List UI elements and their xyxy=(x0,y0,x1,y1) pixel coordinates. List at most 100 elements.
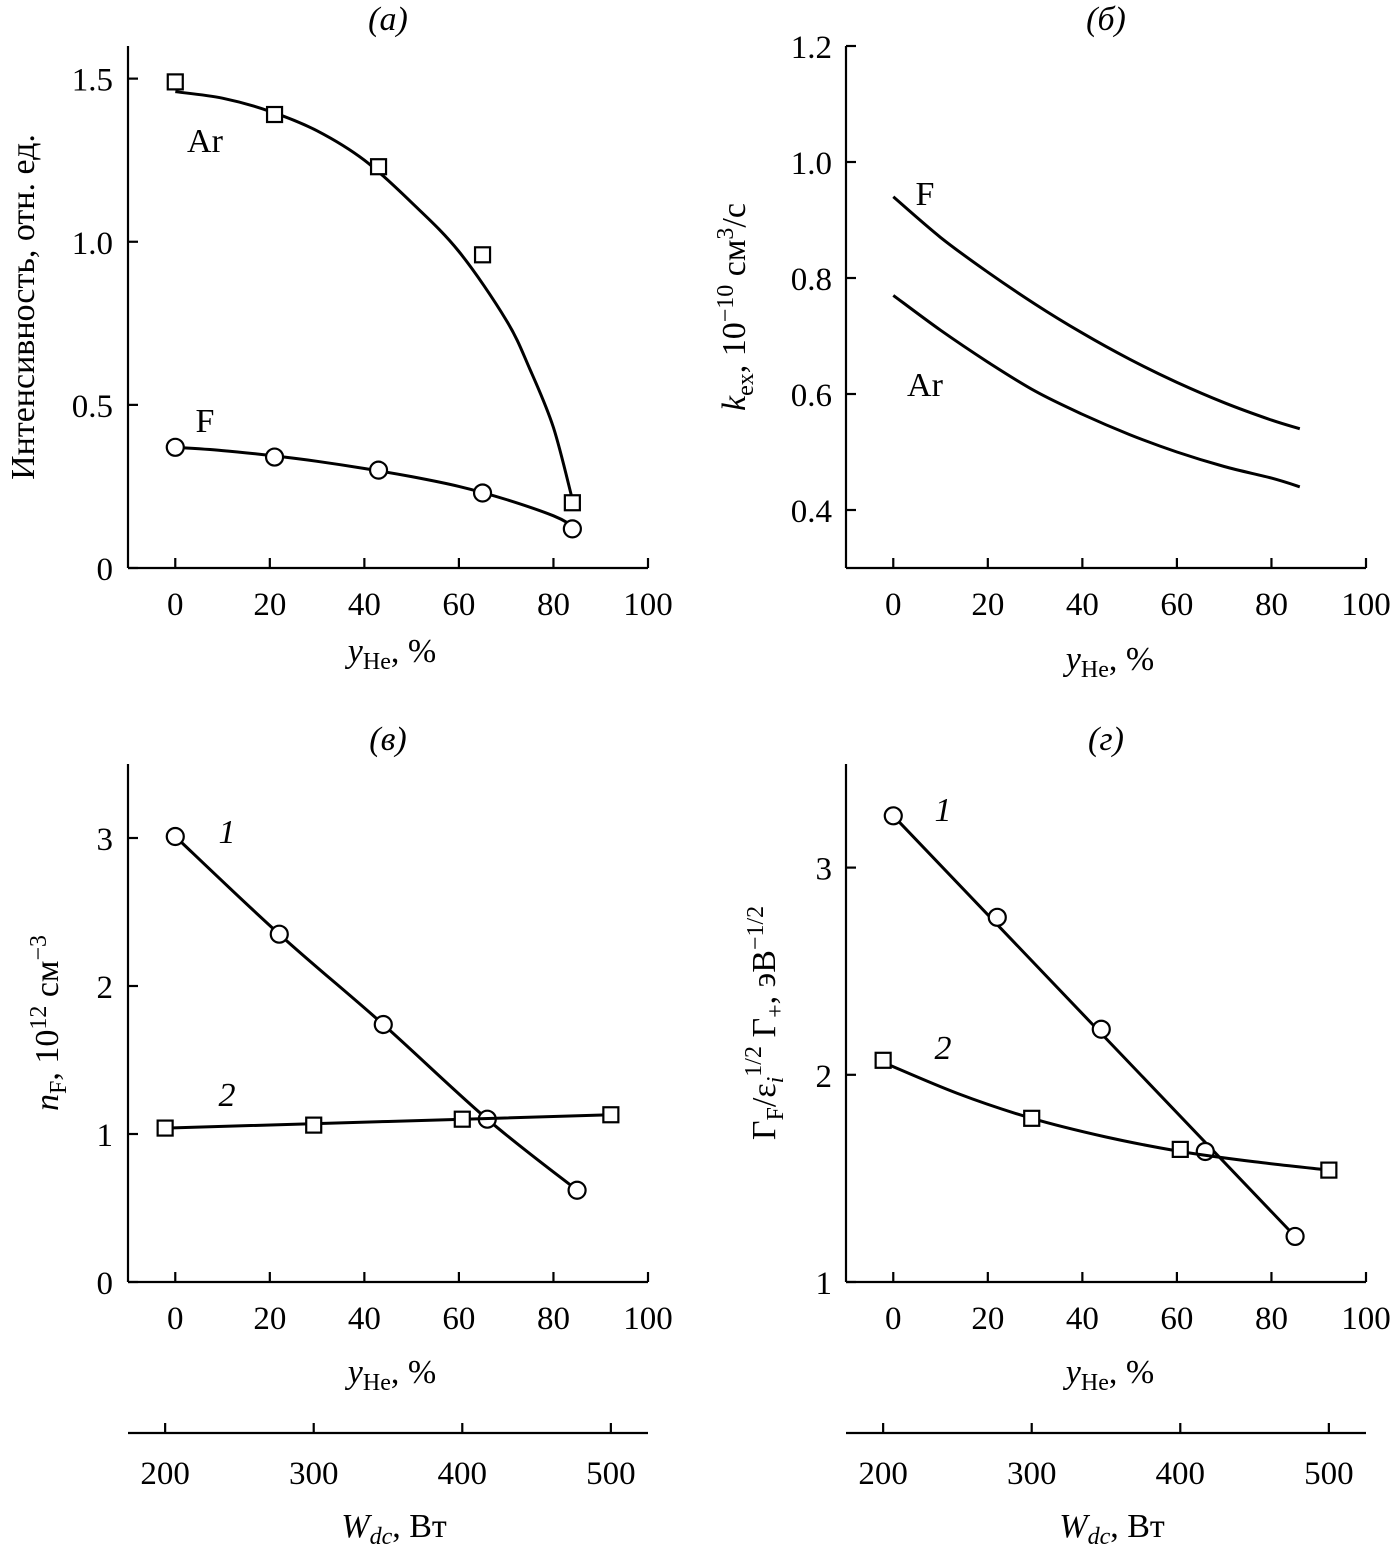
y-axis-title-part: см xyxy=(716,240,753,285)
x2-axis-title-unit: , Вт xyxy=(392,1508,447,1545)
x-tick-label: 40 xyxy=(1066,587,1099,623)
y-axis-title-part: 12 xyxy=(26,1006,52,1030)
x2-tick-label: 500 xyxy=(1304,1456,1354,1492)
series-label: F xyxy=(196,403,215,440)
y-tick-label: 0.5 xyxy=(72,389,113,425)
data-point-circle xyxy=(562,519,582,539)
data-point-square xyxy=(166,73,184,91)
y-axis-title-part: −3 xyxy=(26,935,52,961)
y-axis-title-part: Γ xyxy=(746,1120,783,1140)
y-tick-label: 1.2 xyxy=(791,30,832,66)
x-axis-title-var: y xyxy=(345,1354,364,1391)
y-tick-label: 0.4 xyxy=(791,494,832,530)
x-axis-title-unit: , % xyxy=(1109,1354,1154,1391)
x-tick-label: 20 xyxy=(253,1301,286,1337)
x-axis-title-var: y xyxy=(345,633,364,670)
x-tick-label: 60 xyxy=(1160,1301,1193,1337)
x-tick-label: 80 xyxy=(537,587,570,623)
data-point-square xyxy=(156,1119,174,1137)
y-axis-title-part: −10 xyxy=(713,285,739,323)
x-tick-label: 20 xyxy=(253,587,286,623)
y-axis-title-part: 1/2 xyxy=(741,1046,767,1077)
x-tick-label: 100 xyxy=(623,1301,673,1337)
x-tick-label: 100 xyxy=(1341,1301,1391,1337)
x2-tick-label: 200 xyxy=(858,1456,908,1492)
y-tick-label: 0 xyxy=(97,1266,114,1302)
data-point-square xyxy=(473,246,492,264)
x-tick-label: 100 xyxy=(1341,587,1391,623)
x-tick-label: 80 xyxy=(537,1301,570,1337)
x2-axis-title-var: W xyxy=(1059,1508,1090,1545)
series-line-Ar xyxy=(892,294,1301,489)
x2-axis-title-sub: dc xyxy=(370,1524,393,1550)
series-line-2 xyxy=(882,1061,1330,1172)
x-axis-title: yHe, % xyxy=(1063,1354,1154,1396)
x-tick-label: 40 xyxy=(348,1301,381,1337)
data-point-square xyxy=(602,1106,620,1124)
panel-a: (а) 0 20 40 60 80 100 0 0.5 1.0 1.5 yHe, % Интенсивн… xyxy=(5,1,673,675)
series-line-F xyxy=(175,445,574,527)
x-axis-title-unit: , % xyxy=(391,633,436,670)
y-axis-title-part: −1/2 xyxy=(743,906,769,950)
series-label: Ar xyxy=(907,367,944,404)
x2-tick-label: 500 xyxy=(586,1456,636,1492)
x-axis-title-unit: , % xyxy=(391,1354,436,1391)
data-point-square xyxy=(369,158,388,176)
x-axis-title: yHe, % xyxy=(345,633,436,675)
series-label: 2 xyxy=(935,1030,952,1067)
x2-axis-title-sub: dc xyxy=(1088,1524,1111,1550)
y-axis-title-part: F xyxy=(46,1081,72,1094)
y-axis-title-part: 3 xyxy=(713,228,739,240)
x2-tick-label: 300 xyxy=(289,1456,339,1492)
panel-title: (б) xyxy=(1086,1,1126,38)
x-tick-label: 40 xyxy=(1066,1301,1099,1337)
data-point-circle xyxy=(264,447,285,467)
panel-d: (г) 0 20 40 60 80 100 1 2 3 yHe, % 200 300 400 500 Wdc,… xyxy=(741,721,1391,1550)
x2-axis-title: Wdc, Вт xyxy=(341,1508,447,1550)
series-line-Ar xyxy=(175,90,574,500)
y-axis-title: kex, 10−10 см3/с xyxy=(713,203,759,411)
x-tick-label: 0 xyxy=(885,1301,902,1337)
x2-tick-label: 300 xyxy=(1007,1456,1057,1492)
x2-tick-label: 400 xyxy=(1156,1456,1206,1492)
x-tick-label: 20 xyxy=(971,587,1004,623)
y-axis-title-part: Γ xyxy=(746,1018,783,1046)
y-axis-title-part: k xyxy=(716,395,753,411)
y-axis-title-part: /ε xyxy=(746,1083,783,1107)
series-label: 2 xyxy=(219,1077,236,1114)
x-tick-label: 60 xyxy=(442,1301,475,1337)
y-tick-label: 1.0 xyxy=(72,226,113,262)
x-tick-label: 100 xyxy=(623,587,673,623)
x-tick-label: 40 xyxy=(348,587,381,623)
series-label: F xyxy=(916,176,935,213)
data-point-circle xyxy=(165,437,185,457)
x-tick-label: 80 xyxy=(1255,587,1288,623)
x-axis-title-sub: He xyxy=(1081,657,1109,683)
y-axis-title: nF, 1012 см−3 xyxy=(26,935,72,1111)
y-tick-label: 3 xyxy=(816,852,833,888)
y-axis-title-part: /с xyxy=(716,203,753,228)
data-point-circle xyxy=(1091,1019,1111,1039)
x-axis-title-sub: He xyxy=(363,1370,391,1396)
x-tick-label: 60 xyxy=(1160,587,1193,623)
x-tick-label: 0 xyxy=(885,587,902,623)
x-tick-label: 20 xyxy=(971,1301,1004,1337)
data-point-square xyxy=(1171,1140,1189,1158)
data-point-circle xyxy=(165,826,185,847)
series-line-F xyxy=(892,195,1301,431)
data-point-circle xyxy=(883,806,903,826)
data-point-circle xyxy=(368,460,389,480)
x-axis-title: yHe, % xyxy=(1063,641,1154,683)
y-axis-title-part: ex xyxy=(733,373,759,396)
x-axis-title-var: y xyxy=(1063,641,1082,678)
series-line-1 xyxy=(174,835,579,1192)
y-axis-title-part: + xyxy=(763,1004,789,1018)
panel-title: (а) xyxy=(368,1,408,38)
x-tick-label: 0 xyxy=(167,587,184,623)
series-label: Ar xyxy=(187,123,224,160)
y-tick-label: 0 xyxy=(97,552,114,588)
x-axis-title-sub: He xyxy=(363,649,391,675)
x2-axis-title-var: W xyxy=(341,1508,372,1545)
